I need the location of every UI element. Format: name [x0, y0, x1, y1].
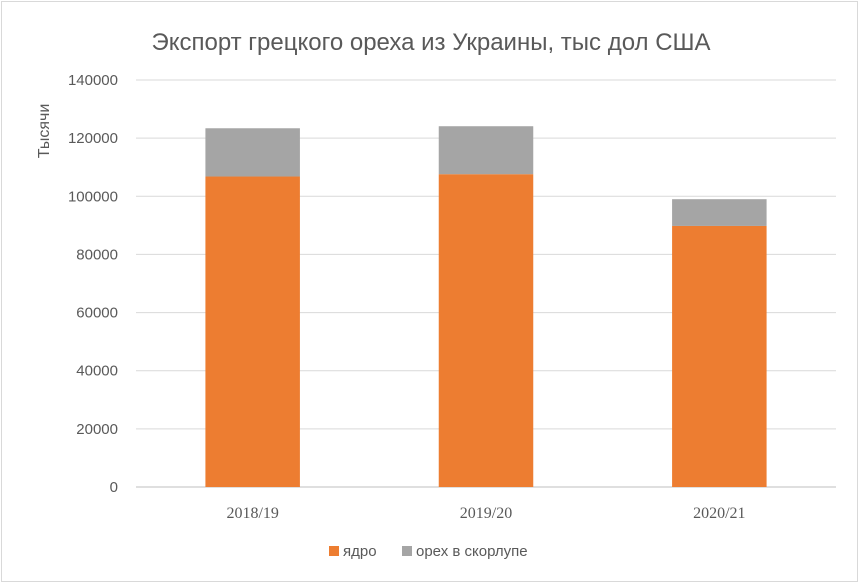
- y-tick-labels: 0 20000 40000 60000 80000 100000 120000 140000: [68, 72, 118, 496]
- bar-kernel: [672, 225, 767, 487]
- y-tick-label: 80000: [76, 246, 118, 263]
- y-axis-label: Тысячи: [36, 104, 53, 159]
- legend-label-kernel: ядро: [343, 543, 377, 560]
- chart-title: Экспорт грецкого ореха из Украины, тыс д…: [151, 29, 710, 56]
- legend-swatch-inshell: [402, 546, 412, 556]
- legend-swatch-kernel: [329, 546, 339, 556]
- y-tick-label: 40000: [76, 363, 118, 380]
- bar-inshell: [438, 126, 534, 175]
- x-tick-label: 2018/19: [226, 505, 278, 522]
- bars: [205, 126, 767, 488]
- x-tick-label: 2019/20: [460, 505, 512, 522]
- legend: ядро орех в скорлупе: [329, 543, 528, 560]
- y-tick-label: 20000: [76, 421, 118, 438]
- y-tick-label: 120000: [68, 130, 118, 147]
- y-tick-label: 0: [110, 479, 118, 496]
- y-tick-label: 100000: [68, 188, 118, 205]
- bar-kernel: [205, 176, 300, 487]
- bar-kernel: [438, 174, 534, 488]
- legend-label-inshell: орех в скорлупе: [416, 543, 528, 560]
- bar-inshell: [672, 199, 767, 226]
- bar-inshell: [205, 128, 300, 177]
- x-tick-label: 2020/21: [693, 505, 745, 522]
- y-tick-label: 60000: [76, 305, 118, 322]
- x-tick-labels: 2018/19 2019/20 2020/21: [226, 505, 745, 522]
- y-tick-label: 140000: [68, 72, 118, 89]
